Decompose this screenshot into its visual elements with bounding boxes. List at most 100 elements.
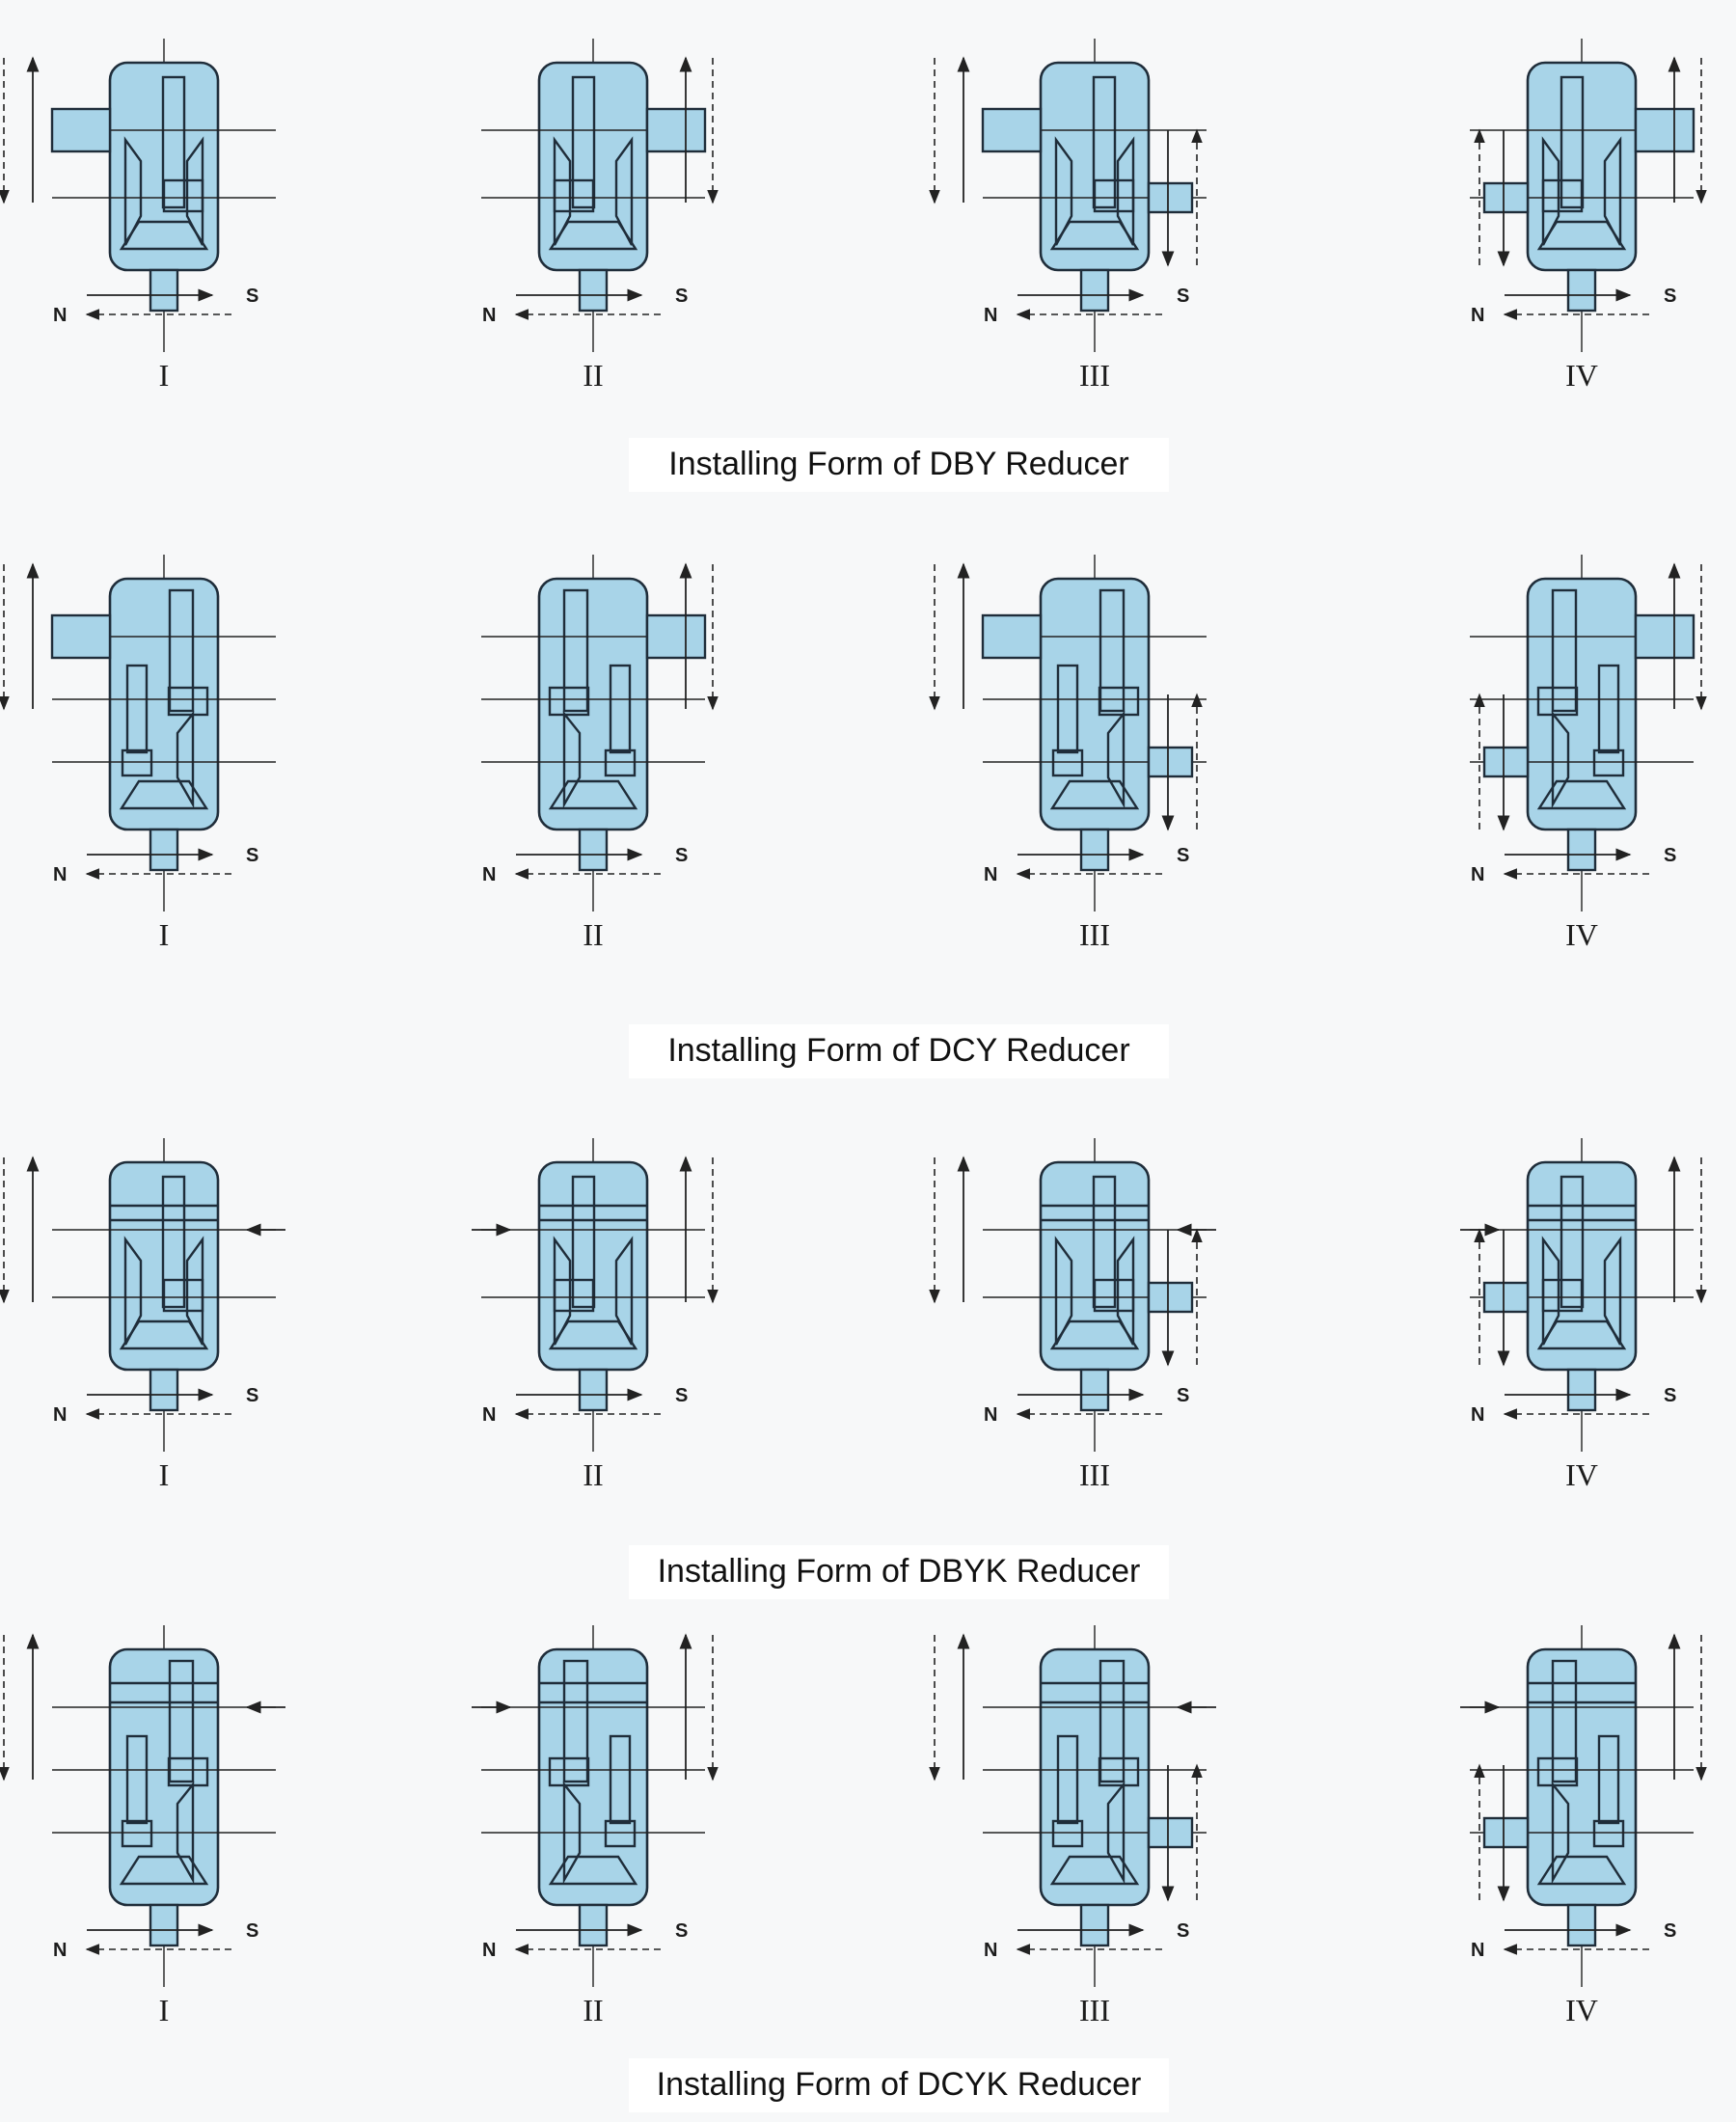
right-wedge [1603, 136, 1622, 246]
right-wedge [614, 136, 634, 246]
form-number: IV [1565, 1993, 1598, 2027]
reducer-housing [537, 577, 649, 831]
form-number: III [1079, 358, 1110, 393]
s-label: S [246, 1920, 258, 1942]
bevel-gear [119, 779, 209, 810]
form-number: II [583, 1993, 603, 2027]
side-wedge [176, 1781, 195, 1885]
reducer-form-dcyk-II: S N II [472, 1625, 719, 2027]
reducer-housing [537, 1647, 649, 1907]
first-stage-shaft [168, 1659, 195, 1783]
bevel-gear [548, 779, 638, 810]
output-shaft [149, 828, 179, 872]
input-shaft-bar [161, 1175, 186, 1309]
s-label: S [1664, 1385, 1676, 1406]
first-stage-shaft [1099, 1659, 1126, 1783]
n-label: N [1471, 1940, 1484, 1961]
reducer-form-dby-II: S N II [481, 39, 719, 393]
reducer-form-dbyk-IV: S N IV [1460, 1138, 1707, 1492]
low-speed-shaft-right [1147, 1281, 1194, 1314]
form-number: III [1079, 1457, 1110, 1492]
right-wedge [614, 1236, 634, 1346]
reducer-form-dcyk-IV: S N IV [1460, 1625, 1707, 2027]
output-shaft [578, 1368, 609, 1412]
reducer-form-dcyk-III: S N III [929, 1625, 1216, 2027]
n-label: N [984, 305, 997, 326]
output-shaft [578, 268, 609, 313]
form-number: I [159, 917, 170, 952]
side-wedge [562, 710, 582, 809]
section-caption: Installing Form of DCY Reducer [667, 1032, 1129, 1069]
bevel-gear [548, 1855, 638, 1886]
first-stage-gear [1536, 686, 1579, 717]
s-label: S [1177, 286, 1189, 307]
first-stage-shaft [562, 1659, 589, 1783]
first-stage-gear [167, 686, 209, 717]
output-shaft [149, 1368, 179, 1412]
n-label: N [53, 864, 67, 885]
left-wedge [123, 1236, 143, 1346]
second-stage-gear [1592, 1819, 1625, 1848]
s-label: S [675, 286, 688, 307]
reducer-form-dcy-IV: S N IV [1470, 555, 1707, 952]
second-stage-shaft [1056, 664, 1079, 754]
output-shaft [1079, 1903, 1110, 1947]
form-number: III [1079, 917, 1110, 952]
second-stage-shaft [125, 1734, 149, 1825]
reducer-form-dcy-III: S N III [929, 555, 1207, 952]
output-shaft [1079, 828, 1110, 872]
reducer-form-dby-I: S N I [0, 39, 276, 393]
s-label: S [246, 286, 258, 307]
bevel-gear [1049, 1855, 1140, 1886]
n-label: N [53, 1940, 67, 1961]
right-wedge [1603, 1236, 1622, 1346]
side-wedge [176, 710, 195, 809]
first-stage-shaft [168, 588, 195, 713]
right-wedge [185, 1236, 204, 1346]
side-wedge [1551, 710, 1570, 809]
form-number: III [1079, 1993, 1110, 2027]
low-speed-shaft-left [1482, 1281, 1530, 1314]
s-label: S [675, 845, 688, 866]
n-label: N [1471, 305, 1484, 326]
form-number: I [159, 358, 170, 393]
s-label: S [1177, 1920, 1189, 1942]
s-label: S [675, 1385, 688, 1406]
second-stage-shaft [609, 664, 632, 754]
bevel-gear [1536, 1855, 1627, 1886]
low-speed-shaft-left [1482, 746, 1530, 778]
first-stage-shaft [1551, 1659, 1578, 1783]
second-stage-gear [1051, 1819, 1084, 1848]
bevel-gear [119, 1855, 209, 1886]
n-label: N [482, 1940, 496, 1961]
form-number: II [583, 917, 603, 952]
caption-box [629, 2058, 1169, 2112]
side-wedge [562, 1781, 582, 1885]
section-caption: Installing Form of DBYK Reducer [658, 1553, 1141, 1590]
section-caption: Installing Form of DCYK Reducer [657, 2066, 1142, 2103]
low-speed-shaft-left [1482, 181, 1530, 214]
form-number: IV [1565, 917, 1598, 952]
input-shaft-left [981, 613, 1043, 660]
first-stage-shaft [1551, 588, 1578, 713]
section-caption: Installing Form of DBY Reducer [668, 446, 1128, 482]
second-stage-shaft [609, 1734, 632, 1825]
output-shaft [1566, 1903, 1597, 1947]
output-shaft [1079, 1368, 1110, 1412]
caption-box [629, 438, 1169, 492]
right-wedge [1116, 1236, 1135, 1346]
second-stage-gear [1051, 748, 1084, 777]
form-number: II [583, 1457, 603, 1492]
side-wedge [1106, 1781, 1126, 1885]
input-shaft-bar [571, 1175, 596, 1309]
low-speed-shaft-right [1147, 746, 1194, 778]
n-label: N [984, 864, 997, 885]
side-wedge [1106, 710, 1126, 809]
left-wedge [553, 1236, 572, 1346]
second-stage-gear [604, 748, 637, 777]
caption-box [629, 1024, 1169, 1078]
s-label: S [1664, 845, 1676, 866]
left-wedge [123, 136, 143, 246]
input-shaft-left [981, 107, 1043, 153]
reducer-form-dbyk-II: S N II [472, 1138, 719, 1492]
